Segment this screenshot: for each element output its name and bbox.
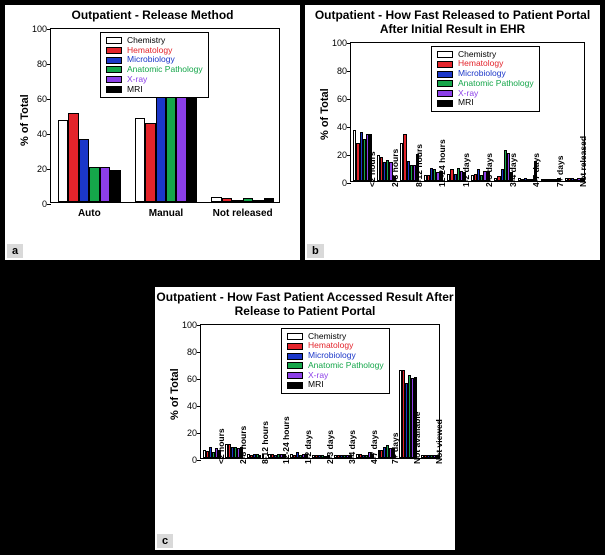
x-category-label: 4-7 days (369, 430, 379, 464)
bar (145, 123, 155, 202)
y-tick: 40 (323, 122, 347, 132)
y-tick: 60 (23, 94, 47, 104)
y-tick: 40 (23, 129, 47, 139)
plot-area-a: 020406080100AutoManualNot releasedChemis… (50, 28, 280, 203)
x-category-label: 1-2 days (303, 430, 313, 464)
legend-swatch (106, 66, 122, 73)
legend-row: Anatomic Pathology (106, 65, 203, 75)
x-category-label: 8-12 hours (414, 144, 424, 187)
bar (135, 118, 145, 202)
legend-row: MRI (106, 85, 203, 95)
bar (68, 113, 78, 202)
legend-swatch (437, 80, 453, 87)
legend-swatch (437, 100, 453, 107)
x-category-label: 3-4 days (347, 430, 357, 464)
plot-area-b: 020406080100<2 hours2-8 hours8-12 hours1… (350, 42, 585, 182)
panel-b: Outpatient - How Fast Released to Patien… (305, 5, 600, 260)
legend: ChemistryHematologyMicrobiologyAnatomic … (100, 32, 209, 99)
panel-label-b: b (307, 244, 324, 258)
bar (232, 200, 242, 202)
legend-swatch (287, 372, 303, 379)
bar (211, 197, 221, 202)
legend-swatch (437, 71, 453, 78)
legend-row: X-ray (106, 75, 203, 85)
x-category-label: 2-3 days (325, 430, 335, 464)
y-tick: 40 (173, 401, 197, 411)
legend-swatch (106, 86, 122, 93)
legend-swatch (287, 333, 303, 340)
legend-swatch (106, 37, 122, 44)
x-category-label: 2-8 hours (390, 148, 400, 186)
x-category-label: 2-8 hours (238, 425, 248, 463)
chart-c-title: Outpatient - How Fast Patient Accessed R… (155, 291, 455, 319)
y-tick: 100 (173, 320, 197, 330)
chart-b-title: Outpatient - How Fast Released to Patien… (305, 9, 600, 37)
y-tick: 100 (23, 24, 47, 34)
y-tick: 0 (173, 455, 197, 465)
y-tick: 80 (173, 347, 197, 357)
legend-row: Anatomic Pathology (437, 79, 534, 89)
x-category-label: <2 hours (367, 151, 377, 187)
y-tick: 80 (323, 66, 347, 76)
x-category-label: 4-7 days (531, 153, 541, 187)
panel-label-c: c (157, 534, 173, 548)
x-category-label: 12-24 hours (437, 139, 447, 187)
legend-row: X-ray (437, 89, 534, 99)
panel-a: Outpatient - Release Method % of Total 0… (5, 5, 300, 260)
bar (100, 167, 110, 202)
bar (222, 198, 232, 202)
y-tick: 20 (173, 428, 197, 438)
legend-swatch (287, 382, 303, 389)
plot-area-c: 020406080100<2 hours2-8 hours8-12 hours1… (200, 324, 440, 459)
x-category-label: 3-4 days (508, 153, 518, 187)
bar (253, 200, 263, 202)
legend-row: Anatomic Pathology (287, 361, 384, 371)
chart-a-title: Outpatient - Release Method (5, 9, 300, 23)
y-tick: 60 (323, 94, 347, 104)
legend-row: X-ray (287, 371, 384, 381)
y-tick: 0 (23, 199, 47, 209)
legend-swatch (437, 90, 453, 97)
x-category-label: 2-3 days (484, 153, 494, 187)
legend-label: MRI (127, 85, 143, 95)
bar (264, 198, 274, 202)
bar (110, 170, 120, 202)
x-category-label: Not released (204, 208, 281, 219)
legend: ChemistryHematologyMicrobiologyAnatomic … (281, 328, 390, 395)
legend: ChemistryHematologyMicrobiologyAnatomic … (431, 46, 540, 113)
legend-row: MRI (287, 380, 384, 390)
legend-swatch (287, 362, 303, 369)
x-category-label: Not released (578, 136, 588, 187)
bar (89, 167, 99, 202)
legend-swatch (106, 47, 122, 54)
y-tick: 80 (23, 59, 47, 69)
y-tick: 20 (323, 150, 347, 160)
y-tick: 60 (173, 374, 197, 384)
panel-label-a: a (7, 244, 23, 258)
bar (58, 120, 68, 202)
legend-swatch (106, 76, 122, 83)
legend-swatch (287, 353, 303, 360)
x-category-label: 7+ days (555, 155, 565, 186)
legend-label: MRI (458, 98, 474, 108)
y-tick: 0 (323, 178, 347, 188)
x-category-label: 1-2 days (461, 153, 471, 187)
legend-label: MRI (308, 380, 324, 390)
legend-swatch (106, 57, 122, 64)
x-category-label: Not viewed (434, 419, 444, 464)
legend-row: MRI (437, 98, 534, 108)
panel-c: Outpatient - How Fast Patient Accessed R… (155, 287, 455, 550)
legend-swatch (437, 51, 453, 58)
legend-swatch (437, 61, 453, 68)
bar (79, 139, 89, 202)
bar (156, 93, 166, 202)
legend-swatch (287, 343, 303, 350)
x-category-label: Manual (128, 208, 205, 219)
bar (243, 198, 253, 202)
y-tick: 20 (23, 164, 47, 174)
x-category-label: Auto (51, 208, 128, 219)
y-tick: 100 (323, 38, 347, 48)
